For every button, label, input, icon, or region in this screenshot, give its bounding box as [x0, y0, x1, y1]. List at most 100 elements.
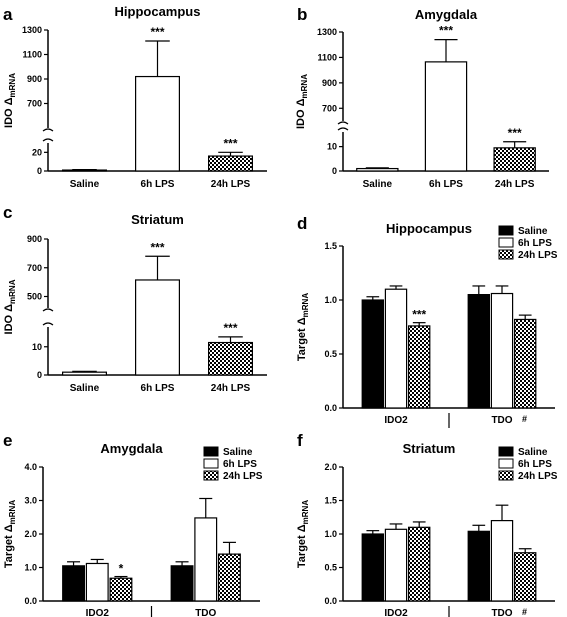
y-tick-label: 0.5 — [324, 563, 337, 573]
y-tick-label: 0 — [37, 166, 42, 176]
panel-label: c — [3, 203, 12, 222]
y-tick-label: 2.0 — [24, 529, 37, 539]
y-axis-label: Target ΔmRNA — [296, 293, 310, 361]
bar — [208, 341, 254, 376]
y-tick-label: 1100 — [22, 50, 42, 60]
bar — [135, 279, 181, 376]
panel-f: f Striatum Target ΔmRNA 0.0 0.5 1.0 1.5 2.0 IDO2… — [296, 431, 558, 617]
panel-label: f — [297, 431, 303, 450]
panel-label: b — [297, 5, 307, 24]
panel-c: c Striatum IDO ΔmRNA 0 10 500 700 900 Saline *** 6… — [3, 203, 267, 394]
legend-label: 24h LPS — [223, 471, 263, 482]
bar — [361, 299, 385, 409]
chart-title: Amygdala — [100, 441, 163, 456]
bar — [493, 147, 536, 172]
bar — [61, 169, 107, 172]
significance-label: *** — [508, 126, 522, 140]
legend-label: 24h LPS — [518, 250, 558, 261]
y-tick-label: 1.0 — [324, 529, 337, 539]
legend-swatch — [203, 458, 219, 469]
y-tick-label: 1.5 — [324, 241, 337, 251]
bar — [424, 61, 468, 172]
legend-swatch — [498, 237, 514, 248]
axis-break-mark — [42, 128, 54, 132]
significance-label: *** — [223, 136, 237, 150]
legend-label: 6h LPS — [518, 459, 552, 470]
axis-break-mark — [42, 322, 54, 326]
y-tick-label: 0 — [37, 370, 42, 380]
chart-title: Striatum — [131, 212, 184, 227]
bar — [170, 565, 194, 602]
legend-label: Saline — [518, 447, 548, 458]
chart-title: Hippocampus — [115, 4, 201, 19]
x-tick-label: 6h LPS — [429, 179, 463, 190]
chart-title: Hippocampus — [386, 221, 472, 236]
bar — [109, 577, 133, 602]
axis-break-mark — [337, 121, 349, 125]
y-tick-label: 0.5 — [324, 349, 337, 359]
y-tick-label: 3.0 — [24, 496, 37, 506]
bar — [490, 519, 514, 602]
bar — [467, 530, 491, 602]
x-tick-label: TDO — [491, 415, 512, 426]
legend-label: 6h LPS — [518, 238, 552, 249]
legend-swatch — [498, 249, 514, 260]
axis-break-mark — [42, 138, 54, 142]
panel-a: a Hippocampus IDO ΔmRNA 0 20 700 900 1100 1300 Sa… — [3, 4, 267, 190]
x-tick-label: Saline — [363, 179, 393, 190]
x-tick-label: 24h LPS — [495, 179, 535, 190]
bar — [384, 288, 408, 409]
y-tick-label: 1100 — [317, 52, 337, 62]
bar — [62, 565, 86, 602]
y-tick-label: 2.0 — [324, 462, 337, 472]
x-tick-label: IDO2 — [384, 415, 408, 426]
legend-label: Saline — [223, 447, 253, 458]
panel-label: a — [3, 5, 13, 24]
y-axis-label: IDO ΔmRNA — [295, 74, 309, 129]
y-tick-label: 20 — [32, 147, 42, 157]
x-tick-label: 24h LPS — [211, 383, 251, 394]
y-tick-label: 0.0 — [324, 403, 337, 413]
bar — [135, 75, 181, 172]
group-mark: # — [522, 414, 527, 424]
panel-label: d — [297, 214, 307, 233]
y-tick-label: 10 — [32, 342, 42, 352]
panel-label: e — [3, 431, 12, 450]
bar — [194, 517, 218, 602]
y-tick-label: 900 — [27, 74, 42, 84]
bar — [408, 526, 431, 602]
legend-swatch — [498, 470, 514, 481]
y-tick-label: 0.0 — [24, 596, 37, 606]
x-tick-label: 24h LPS — [211, 179, 251, 190]
y-tick-label: 0 — [332, 166, 337, 176]
y-axis-label: Target ΔmRNA — [3, 500, 17, 568]
x-tick-label: TDO — [491, 608, 512, 617]
significance-label: * — [119, 562, 124, 576]
legend-swatch — [203, 446, 219, 457]
x-tick-label: Saline — [70, 383, 100, 394]
y-tick-label: 1300 — [22, 25, 42, 35]
group-mark: # — [522, 607, 527, 617]
y-tick-label: 1.0 — [24, 563, 37, 573]
x-tick-label: Saline — [70, 179, 100, 190]
x-tick-label: IDO2 — [384, 608, 408, 617]
significance-label: *** — [150, 25, 164, 39]
bar — [513, 552, 537, 602]
axis-break-mark — [337, 127, 349, 131]
significance-label: *** — [150, 240, 164, 254]
y-axis-label: Target ΔmRNA — [296, 500, 310, 568]
bar — [85, 562, 109, 602]
y-tick-label: 1.0 — [324, 295, 337, 305]
bar — [356, 167, 399, 172]
chart-title: Amygdala — [415, 7, 478, 22]
axis-break-mark — [42, 308, 54, 312]
bar — [384, 528, 408, 602]
significance-label: *** — [412, 308, 426, 322]
y-tick-label: 10 — [327, 142, 337, 152]
y-tick-label: 4.0 — [24, 462, 37, 472]
x-tick-label: TDO — [195, 608, 216, 617]
significance-label: *** — [439, 24, 453, 38]
y-tick-label: 900 — [322, 78, 337, 88]
bar — [408, 325, 431, 409]
